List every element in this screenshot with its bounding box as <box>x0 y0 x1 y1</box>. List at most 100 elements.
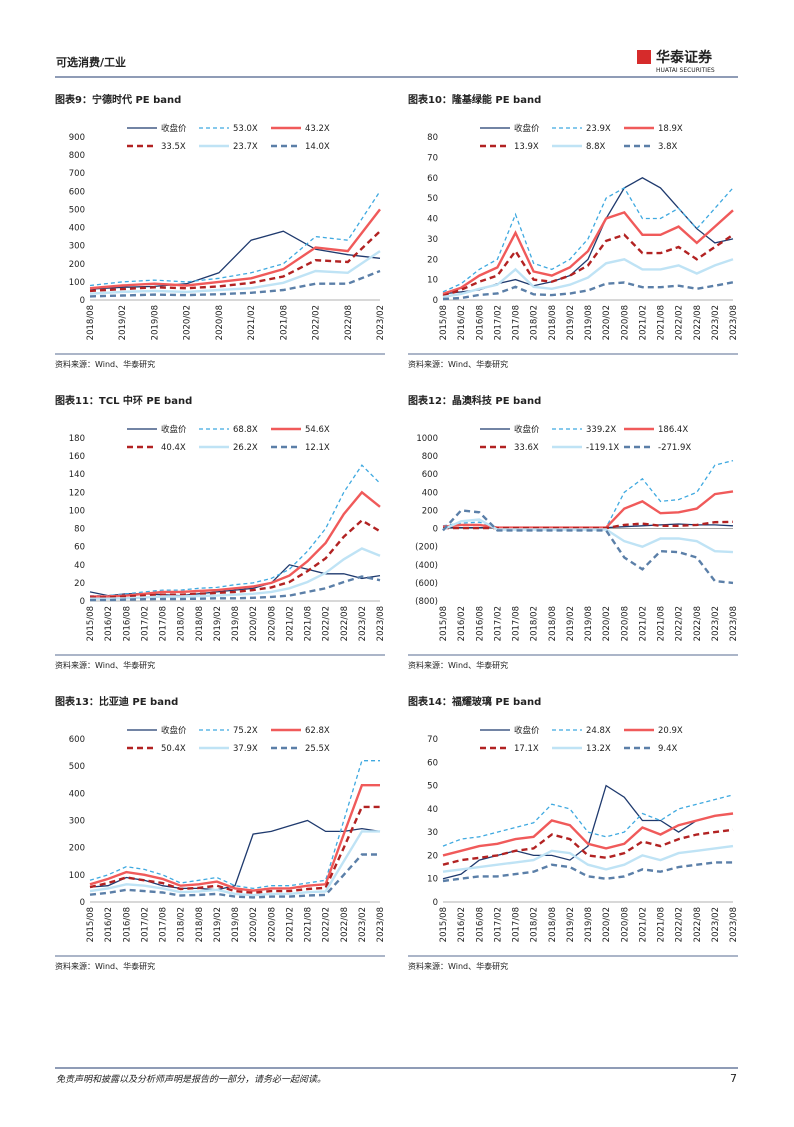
chart-title: 图表12：晶澳科技 PE band <box>408 394 541 407</box>
series-line <box>442 509 734 585</box>
x-tick-label: 2018/08 <box>86 305 96 340</box>
x-tick-label: 2022/02 <box>322 606 332 641</box>
series-line <box>89 853 380 899</box>
x-tick-label: 2021/02 <box>638 606 648 641</box>
legend-label: 23.7X <box>233 142 258 152</box>
legend-label: 13.9X <box>514 142 539 152</box>
x-tick-label: 2019/02 <box>566 305 576 340</box>
x-tick-label: 2018/08 <box>548 907 558 942</box>
x-tick-label: 2017/08 <box>512 305 522 340</box>
y-tick-label: 600 <box>422 470 438 480</box>
x-tick-label: 2020/08 <box>620 305 630 340</box>
y-tick-label: 70 <box>427 153 438 163</box>
y-tick-label: 0 <box>80 597 85 607</box>
brand: 华泰证券 <box>656 49 713 66</box>
x-tick-label: 2023/08 <box>376 606 386 641</box>
series-line <box>89 230 381 293</box>
source: 资料来源：Wind、华泰研究 <box>408 961 508 971</box>
legend-label: 8.8X <box>586 142 606 152</box>
y-tick-label: 300 <box>69 817 85 827</box>
legend-label: 收盘价 <box>514 424 540 435</box>
x-tick-label: 2021/08 <box>304 606 314 641</box>
series-line <box>442 187 734 293</box>
x-tick-label: 2019/08 <box>231 606 241 641</box>
x-tick-label: 2019/08 <box>584 305 594 340</box>
x-tick-label: 2021/02 <box>638 907 648 942</box>
x-tick-label: 2022/08 <box>344 305 354 340</box>
y-tick-label: 80 <box>427 133 438 143</box>
y-tick-label: (800) <box>415 597 438 607</box>
x-tick-label: 2016/02 <box>457 606 467 641</box>
x-tick-label: 2023/08 <box>729 305 739 340</box>
x-tick-label: 2021/02 <box>285 606 295 641</box>
y-tick-label: (600) <box>415 579 438 589</box>
y-tick-label: 20 <box>427 851 438 861</box>
y-tick-label: 20 <box>74 579 85 589</box>
y-tick-label: 60 <box>74 543 85 553</box>
x-tick-label: 2020/08 <box>620 907 630 942</box>
legend-label: 12.1X <box>305 443 330 453</box>
x-tick-label: 2022/08 <box>340 606 350 641</box>
chart-title: 图表10：隆基绿能 PE band <box>408 93 541 106</box>
y-tick-label: 0 <box>80 898 85 908</box>
legend-label: 37.9X <box>233 744 258 754</box>
x-tick-label: 2016/08 <box>475 606 485 641</box>
chart-title: 图表11：TCL 中环 PE band <box>55 394 192 407</box>
x-tick-label: 2020/08 <box>620 606 630 641</box>
series-line <box>442 828 734 866</box>
legend-label: 3.8X <box>658 142 678 152</box>
series-line <box>89 819 381 891</box>
series-line <box>442 844 734 873</box>
x-tick-label: 2015/08 <box>439 305 449 340</box>
series-line <box>442 281 734 301</box>
legend-label: 53.0X <box>233 124 258 134</box>
x-tick-label: 2019/02 <box>118 305 128 340</box>
legend-label: 23.9X <box>586 124 611 134</box>
y-tick-label: 900 <box>69 133 85 143</box>
x-tick-label: 2020/02 <box>602 305 612 340</box>
legend-label: 18.9X <box>658 124 683 134</box>
x-tick-label: 2023/02 <box>711 907 721 942</box>
legend-label: 54.6X <box>305 425 330 435</box>
x-tick-label: 2021/08 <box>657 606 667 641</box>
x-tick-label: 2020/02 <box>249 606 259 641</box>
legend-label: 186.4X <box>658 425 688 435</box>
series-line <box>89 269 381 298</box>
series-line <box>90 547 381 600</box>
x-tick-label: 2021/08 <box>279 305 289 340</box>
source: 资料来源：Wind、华泰研究 <box>55 359 155 369</box>
x-tick-label: 2021/02 <box>638 305 648 340</box>
legend-label: 收盘价 <box>161 123 187 134</box>
page-number: 7 <box>730 1072 737 1085</box>
y-tick-label: 600 <box>69 735 85 745</box>
legend-label: 25.5X <box>305 744 330 754</box>
series-line <box>89 208 381 290</box>
y-tick-label: 500 <box>69 205 85 215</box>
y-tick-label: 60 <box>427 758 438 768</box>
x-tick-label: 2022/02 <box>322 907 332 942</box>
series-line <box>443 520 734 530</box>
y-tick-label: 50 <box>427 194 438 204</box>
x-tick-label: 2023/02 <box>711 606 721 641</box>
legend-label: 收盘价 <box>161 725 187 736</box>
x-tick-label: 2023/08 <box>729 907 739 942</box>
logo-icon <box>637 50 651 64</box>
x-tick-label: 2019/08 <box>584 907 594 942</box>
y-tick-label: 30 <box>427 828 438 838</box>
x-tick-label: 2023/02 <box>358 606 368 641</box>
series-line <box>90 518 381 599</box>
y-tick-label: 20 <box>427 255 438 265</box>
y-tick-label: 0 <box>433 525 438 535</box>
disclaimer: 免责声明和披露以及分析师声明是报告的一部分，请务必一起阅读。 <box>56 1074 326 1085</box>
x-tick-label: 2022/08 <box>693 606 703 641</box>
series-line <box>89 805 380 895</box>
legend-label: 收盘价 <box>514 725 540 736</box>
x-tick-label: 2023/02 <box>376 305 386 340</box>
legend-label: 13.2X <box>586 744 611 754</box>
x-tick-label: 2022/08 <box>340 907 350 942</box>
y-tick-label: 0 <box>433 296 438 306</box>
y-tick-label: 70 <box>427 735 438 745</box>
y-tick-label: 60 <box>427 174 438 184</box>
x-tick-label: 2020/02 <box>249 907 259 942</box>
